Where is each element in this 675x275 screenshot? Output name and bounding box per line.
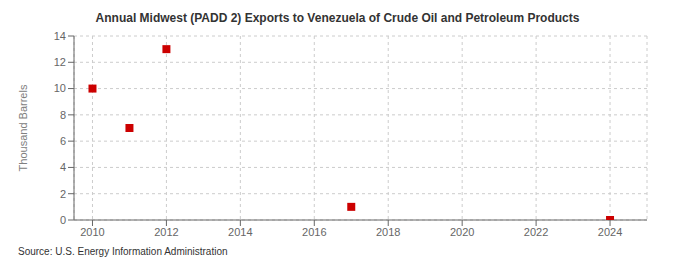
html-text:Source: U.S. Energy Informatio: Source: U.S. Energy Information Administ… bbox=[18, 246, 228, 257]
svg-text:4: 4 bbox=[60, 161, 66, 173]
svg-text:8: 8 bbox=[60, 109, 66, 121]
svg-text:0: 0 bbox=[60, 214, 66, 226]
svg-text:2020: 2020 bbox=[450, 226, 474, 238]
svg-text:2018: 2018 bbox=[376, 226, 400, 238]
svg-text:Thousand Barrels: Thousand Barrels bbox=[17, 84, 29, 171]
svg-text:2014: 2014 bbox=[228, 226, 252, 238]
svg-text:2016: 2016 bbox=[302, 226, 326, 238]
svg-text:2012: 2012 bbox=[154, 226, 178, 238]
html-text:Annual Midwest (PADD 2) Export: Annual Midwest (PADD 2) Exports to Venez… bbox=[95, 11, 580, 25]
svg-text:14: 14 bbox=[54, 30, 66, 42]
svg-text:10: 10 bbox=[54, 82, 66, 94]
svg-text:2024: 2024 bbox=[598, 226, 622, 238]
svg-text:2: 2 bbox=[60, 188, 66, 200]
svg-text:2022: 2022 bbox=[524, 226, 548, 238]
svg-text:2010: 2010 bbox=[80, 226, 104, 238]
svg-text:12: 12 bbox=[54, 56, 66, 68]
svg-text:6: 6 bbox=[60, 135, 66, 147]
